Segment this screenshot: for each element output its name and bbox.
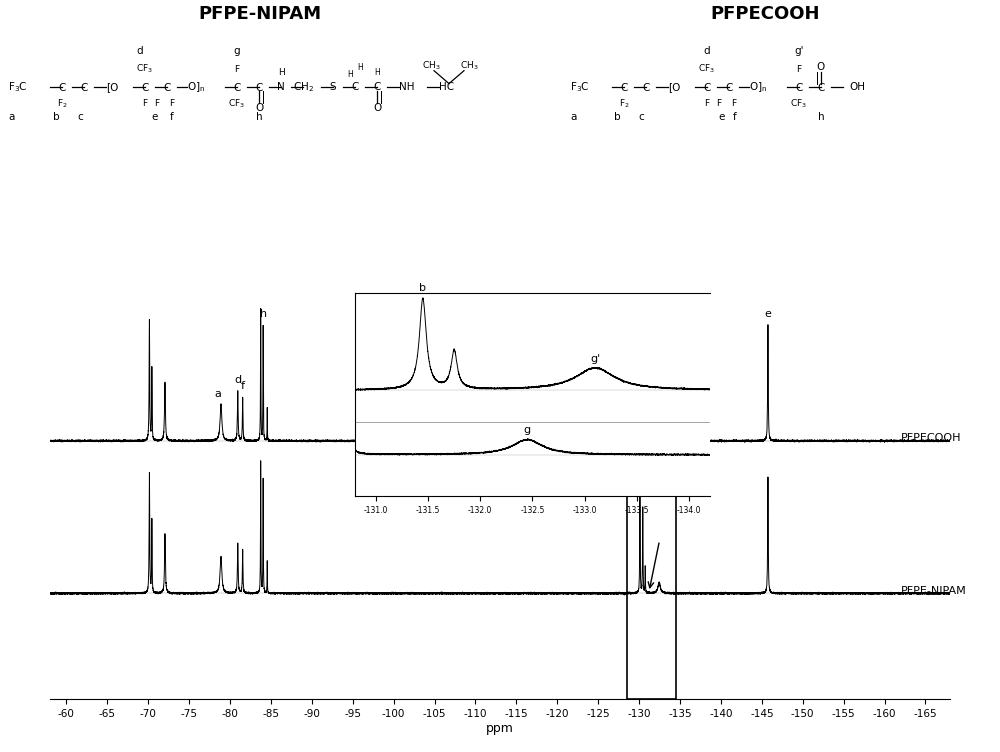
Text: $\mathrm{C}$: $\mathrm{C}$ — [725, 81, 733, 93]
Text: F: F — [731, 99, 737, 108]
Text: $\mathrm{CF_3}$: $\mathrm{CF_3}$ — [790, 98, 808, 110]
Text: $\mathrm{C}$: $\mathrm{C}$ — [255, 81, 263, 93]
Text: $\mathrm{F_3C}$: $\mathrm{F_3C}$ — [8, 80, 28, 94]
Text: H: H — [374, 68, 380, 77]
Text: g: g — [524, 425, 531, 435]
Text: OH: OH — [849, 82, 865, 92]
Text: $\mathrm{CH_3}$: $\mathrm{CH_3}$ — [422, 60, 440, 72]
Text: g': g' — [590, 353, 600, 364]
Text: O: O — [255, 103, 263, 113]
Text: F: F — [716, 99, 722, 108]
Text: d: d — [234, 374, 241, 385]
Text: F: F — [704, 99, 710, 108]
Text: c: c — [638, 112, 644, 123]
Text: $\mathrm{CH_3}$: $\mathrm{CH_3}$ — [460, 60, 478, 72]
Text: $\mathrm{C}$: $\mathrm{C}$ — [163, 81, 171, 93]
Text: $\mathrm{O]_n}$: $\mathrm{O]_n}$ — [187, 80, 205, 94]
Text: HC: HC — [439, 82, 454, 92]
Text: h: h — [260, 309, 267, 320]
Text: $\mathrm{CH_2}$: $\mathrm{CH_2}$ — [293, 80, 313, 94]
Text: b: b — [53, 112, 59, 123]
X-axis label: ppm: ppm — [486, 722, 514, 735]
Text: PFPECOOH: PFPECOOH — [710, 5, 820, 23]
Text: $\mathrm{C}$: $\mathrm{C}$ — [141, 81, 149, 93]
Text: a: a — [571, 112, 577, 123]
Text: $\mathrm{C}$: $\mathrm{C}$ — [642, 81, 650, 93]
Text: [O: [O — [106, 82, 118, 92]
Bar — [627, 484, 676, 699]
Text: $\mathrm{CF_3}$: $\mathrm{CF_3}$ — [698, 63, 716, 75]
Text: f: f — [733, 112, 737, 123]
Text: $\mathrm{C}$: $\mathrm{C}$ — [817, 81, 825, 93]
Text: F: F — [169, 99, 175, 108]
Text: PFPE-NIPAM: PFPE-NIPAM — [901, 586, 967, 596]
Text: C: C — [351, 82, 359, 92]
Text: F: F — [142, 99, 148, 108]
Text: e: e — [765, 309, 771, 319]
Text: N: N — [277, 82, 285, 92]
Text: F: F — [234, 65, 240, 74]
Text: S: S — [330, 82, 336, 92]
Text: $\mathrm{O]_n}$: $\mathrm{O]_n}$ — [749, 80, 767, 94]
Text: $\mathrm{C}$: $\mathrm{C}$ — [620, 81, 628, 93]
Text: a: a — [214, 389, 221, 399]
Text: $\mathrm{F_2}$: $\mathrm{F_2}$ — [57, 98, 67, 110]
Text: $\mathrm{CF_3}$: $\mathrm{CF_3}$ — [228, 98, 246, 110]
Text: a: a — [9, 112, 15, 123]
Text: PFPECOOH: PFPECOOH — [901, 433, 961, 443]
Text: c: c — [77, 112, 83, 123]
Text: $\mathrm{CF_3}$: $\mathrm{CF_3}$ — [136, 63, 154, 75]
Text: f: f — [170, 112, 174, 123]
Text: h: h — [818, 112, 824, 123]
Text: NH: NH — [399, 82, 415, 92]
Text: $\mathrm{C}$: $\mathrm{C}$ — [58, 81, 66, 93]
Text: H: H — [357, 63, 363, 72]
Text: b: b — [614, 112, 620, 123]
Text: $\mathrm{C}$: $\mathrm{C}$ — [80, 81, 88, 93]
Text: g: g — [234, 46, 240, 56]
Text: O: O — [373, 103, 381, 113]
Text: [O: [O — [668, 82, 680, 92]
Text: e: e — [152, 112, 158, 123]
Text: g': g' — [794, 46, 804, 56]
Text: $\mathrm{F_2}$: $\mathrm{F_2}$ — [619, 98, 629, 110]
Text: H: H — [347, 70, 353, 79]
Text: d: d — [704, 46, 710, 56]
Text: b: b — [419, 284, 426, 293]
Text: H: H — [278, 68, 284, 77]
Text: O: O — [817, 62, 825, 71]
Text: e: e — [719, 112, 725, 123]
Text: h: h — [256, 112, 262, 123]
Text: PFPE-NIPAM: PFPE-NIPAM — [198, 5, 322, 23]
Text: C: C — [373, 82, 381, 92]
Text: $\mathrm{C}$: $\mathrm{C}$ — [233, 81, 241, 93]
Text: F: F — [796, 65, 802, 74]
Text: $\mathrm{C}$: $\mathrm{C}$ — [795, 81, 803, 93]
Text: F: F — [154, 99, 160, 108]
Text: $\mathrm{F_3C}$: $\mathrm{F_3C}$ — [570, 80, 590, 94]
Text: d: d — [137, 46, 143, 56]
Text: f: f — [241, 381, 245, 391]
Text: $\mathrm{C}$: $\mathrm{C}$ — [703, 81, 711, 93]
